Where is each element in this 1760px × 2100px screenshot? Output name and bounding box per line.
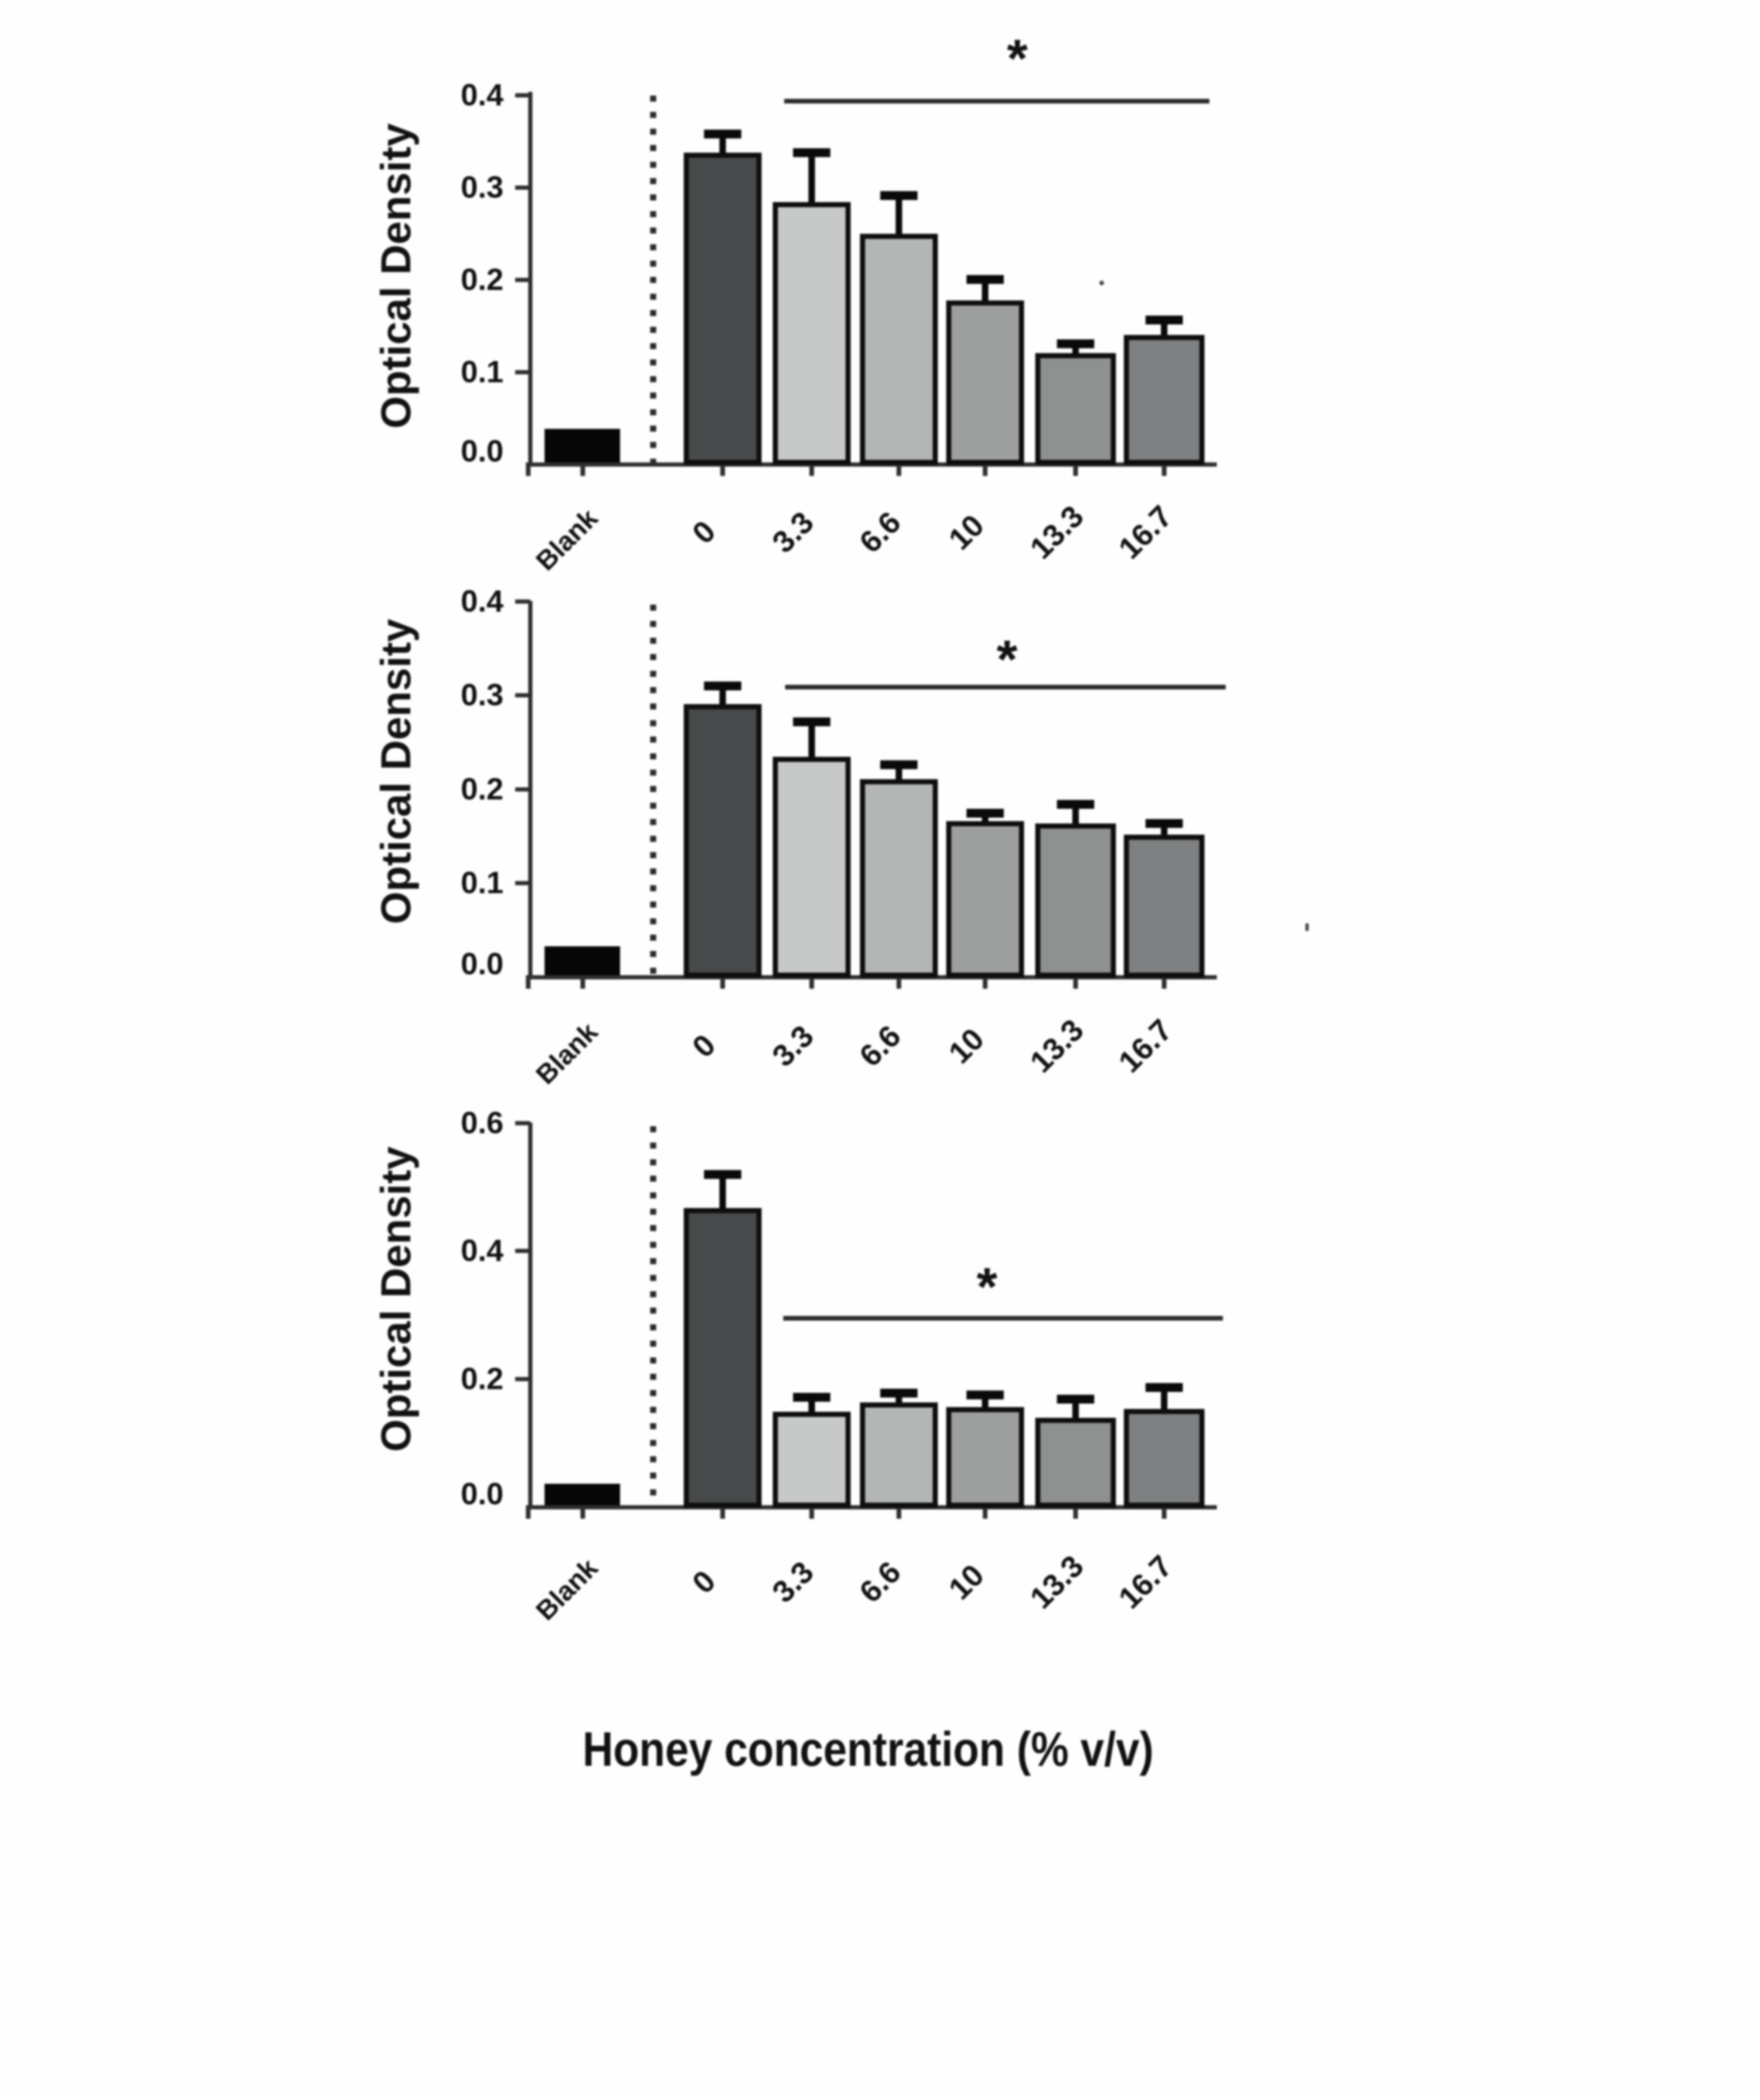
svg-text:0.6: 0.6 (461, 1105, 504, 1140)
svg-text:0.1: 0.1 (461, 354, 504, 389)
svg-text:0.2: 0.2 (461, 771, 504, 806)
svg-text:*: * (1007, 29, 1028, 89)
svg-text:0.1: 0.1 (461, 865, 504, 900)
svg-text:0.0: 0.0 (461, 1476, 504, 1511)
svg-text:0.0: 0.0 (461, 434, 504, 468)
svg-text:0.3: 0.3 (461, 170, 504, 204)
svg-text:*: * (977, 1257, 998, 1317)
svg-text:Optical Density: Optical Density (373, 123, 420, 428)
svg-text:0.3: 0.3 (461, 677, 504, 712)
svg-text:0.2: 0.2 (461, 1361, 504, 1396)
svg-text:Honey concentration (% v/v): Honey concentration (% v/v) (583, 1722, 1154, 1776)
svg-text:Optical Density: Optical Density (373, 1146, 420, 1452)
svg-text:0.2: 0.2 (461, 262, 504, 296)
svg-text:0.0: 0.0 (461, 946, 504, 981)
svg-text:0.4: 0.4 (461, 77, 504, 112)
svg-text:0.4: 0.4 (461, 1233, 504, 1267)
svg-text:Optical Density: Optical Density (373, 619, 420, 924)
svg-text:0.4: 0.4 (461, 584, 504, 618)
svg-text:*: * (997, 630, 1018, 689)
